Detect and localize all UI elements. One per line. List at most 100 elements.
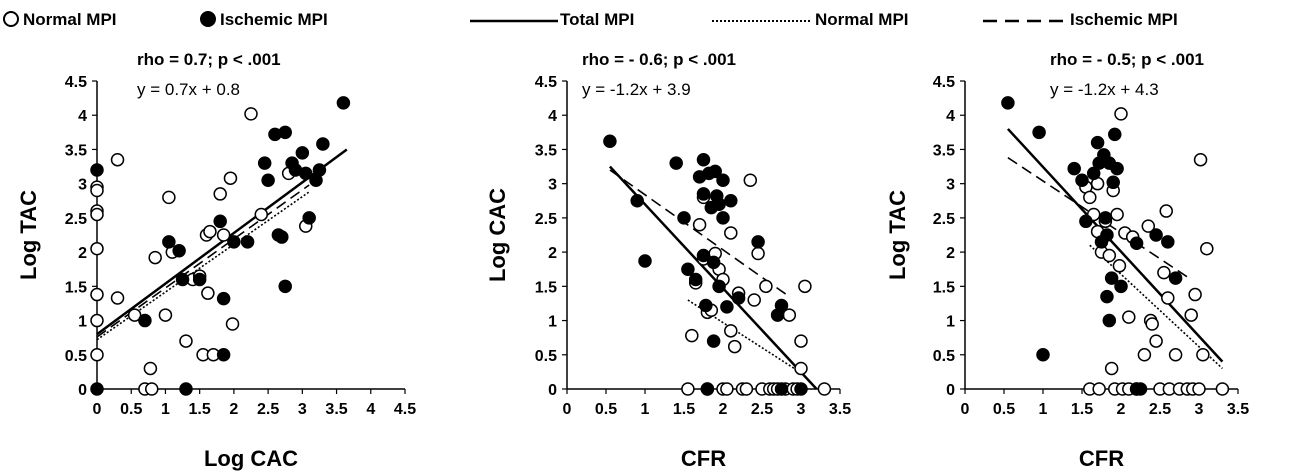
x-tick-label: 1: [641, 401, 650, 418]
y-tick-label: 3.5: [535, 142, 557, 159]
y-tick-label: 4.5: [933, 74, 955, 91]
ischemic-point: [1067, 161, 1081, 176]
ischemic-point: [1133, 382, 1148, 396]
normal-point: [254, 207, 269, 222]
ischemic-point: [774, 382, 789, 396]
normal-point: [747, 293, 761, 307]
normal-point: [158, 308, 173, 322]
ischemic-point: [240, 235, 255, 249]
y-tick-label: 0: [946, 382, 955, 399]
normal-point: [751, 246, 765, 261]
y-tick-label: 1: [946, 314, 955, 331]
ischemic-point: [312, 163, 327, 177]
y-tick-label: 0.5: [535, 348, 557, 365]
ischemic-point: [774, 298, 789, 313]
normal-point: [216, 228, 231, 242]
ischemic-point: [316, 137, 330, 151]
ischemic-point: [731, 291, 746, 305]
normal-point: [1141, 219, 1156, 233]
legend-entry-normal-points: Normal MPI: [3, 10, 117, 29]
x-tick-label: 3: [298, 401, 307, 418]
correlation-label: rho = - 0.6; p < .001: [582, 50, 736, 69]
ischemic-point: [700, 382, 715, 396]
ischemic-point: [1001, 96, 1015, 110]
normal-point: [145, 382, 159, 396]
x-tick-label: 2.5: [751, 401, 773, 418]
x-tick-label: 4.5: [394, 401, 416, 418]
y-tick-label: 3: [946, 177, 955, 194]
correlation-label: rho = 0.7; p < .001: [137, 50, 281, 69]
x-tick-label: 0: [563, 401, 572, 418]
y-tick-label: 1.5: [65, 279, 87, 296]
legend-label-total-line: Total MPI: [560, 10, 634, 29]
normal-point: [1137, 348, 1152, 362]
y-tick-label: 3: [78, 177, 87, 194]
ischemic-point: [192, 272, 207, 287]
normal-point: [90, 207, 104, 222]
ischemic-point: [712, 197, 726, 211]
ischemic-point: [638, 254, 652, 268]
legend-entry-ischemic-points: Ischemic MPI: [200, 10, 328, 29]
open-circle-marker-icon: [3, 11, 19, 27]
ischemic-point: [696, 187, 711, 201]
normal-point: [244, 107, 258, 121]
ischemic-point: [1161, 235, 1175, 249]
legend: Normal MPI Ischemic MPI Total MPI Normal…: [3, 10, 1178, 29]
y-tick-label: 2: [78, 245, 87, 262]
ischemic-point: [299, 166, 313, 181]
normal-point: [1157, 265, 1171, 280]
x-tick-label: 2: [1117, 401, 1126, 418]
ischemic-point: [175, 272, 190, 287]
normal-point: [692, 217, 707, 232]
normal-point: [720, 382, 734, 396]
y-tick-label: 0.5: [65, 348, 87, 365]
filled-circle-marker-icon: [200, 11, 216, 27]
normal-point: [110, 291, 125, 305]
legend-entry-normal-line: Normal MPI: [712, 10, 909, 29]
ischemic-point: [179, 382, 193, 396]
normal-point: [1083, 190, 1097, 205]
ischemic-point: [278, 279, 292, 294]
ischemic-point: [630, 194, 644, 208]
x-tick-label: 0: [93, 401, 102, 418]
normal-point: [1092, 382, 1106, 396]
x-axis-label: CFR: [1079, 446, 1124, 471]
y-tick-label: 4: [548, 108, 557, 125]
ischemic-point: [1104, 271, 1119, 285]
ischemic-point: [751, 235, 765, 249]
normal-point: [148, 250, 162, 265]
ischemic-point: [1032, 125, 1046, 140]
y-tick-label: 3: [548, 177, 557, 194]
x-tick-label: 0: [961, 401, 970, 418]
normal-point: [90, 241, 104, 256]
ischemic-point: [720, 300, 734, 314]
ischemic-point: [1110, 161, 1124, 176]
normal-point: [1114, 107, 1128, 121]
y-tick-label: 1: [548, 314, 557, 331]
regression-line-dashed: [609, 169, 790, 298]
y-axis-label: Log TAC: [885, 190, 910, 280]
ischemic-point: [172, 243, 186, 258]
x-tick-label: 0.5: [993, 401, 1015, 418]
y-tick-label: 2: [946, 245, 955, 262]
regression-line-dotted: [687, 299, 806, 376]
x-tick-label: 0.5: [595, 401, 617, 418]
regression-equation: y = 0.7x + 0.8: [137, 80, 240, 99]
x-tick-label: 2.5: [1149, 401, 1171, 418]
ischemic-point: [706, 334, 721, 348]
normal-point: [90, 348, 104, 362]
normal-point: [1184, 308, 1198, 322]
normal-point: [759, 279, 773, 294]
normal-point: [1110, 207, 1124, 222]
y-tick-label: 1.5: [933, 279, 955, 296]
ischemic-point: [302, 211, 316, 225]
normal-point: [213, 187, 227, 201]
normal-point: [90, 183, 104, 198]
ischemic-point: [1108, 127, 1122, 142]
regression-equation: y = -1.2x + 4.3: [1050, 80, 1159, 99]
normal-point: [739, 382, 754, 396]
normal-point: [1200, 241, 1214, 256]
normal-point: [201, 286, 215, 300]
y-axis-label: Log CAC: [485, 188, 510, 282]
ischemic-point: [681, 262, 695, 276]
